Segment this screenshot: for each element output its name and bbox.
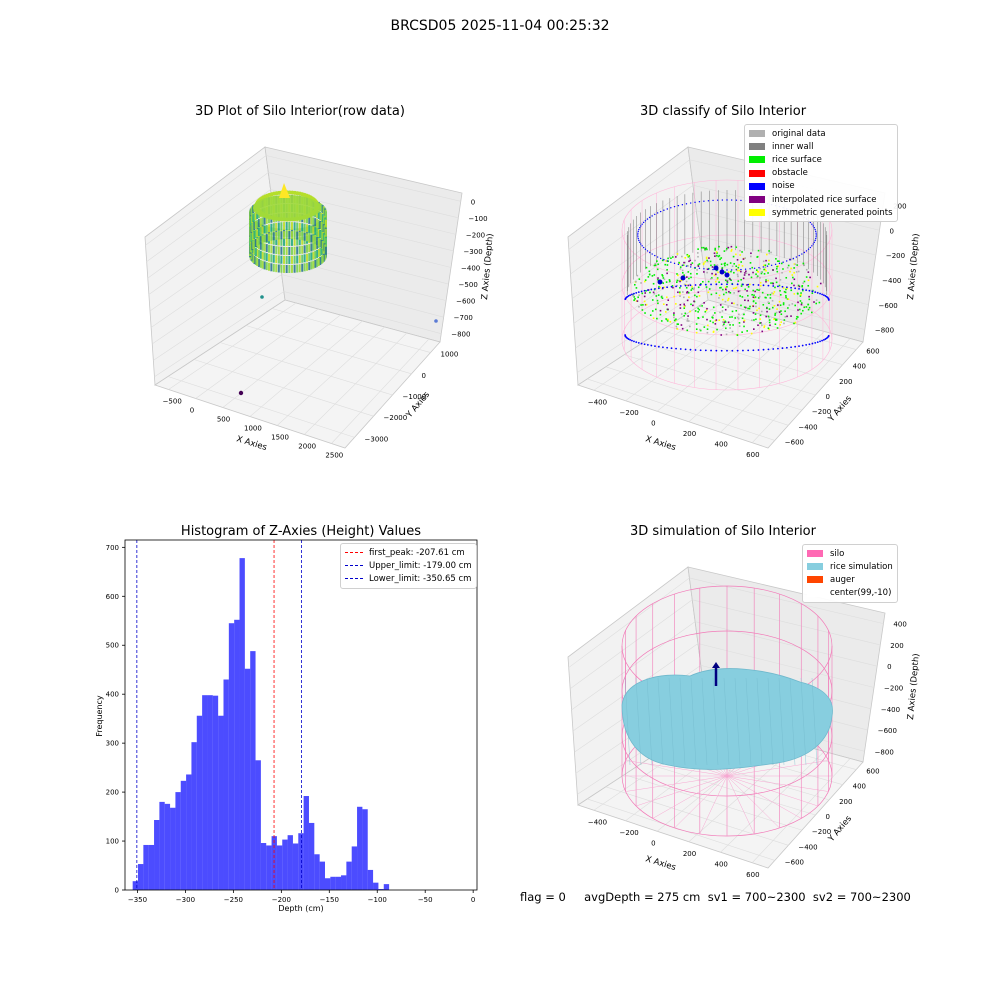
panel4-z-label: Z Axies (Depth) [906, 653, 922, 720]
legend-label: silo [830, 549, 844, 559]
panel4-x-tick: 200 [683, 850, 696, 858]
status-footer: flag = 0 avgDepth = 275 cm sv1 = 700~230… [520, 890, 911, 904]
panel4-x-tick: 0 [651, 839, 655, 847]
panel4-y-tick: 600 [866, 768, 879, 776]
panel4-y-tick: −600 [785, 858, 804, 866]
panel4-x-tick: −400 [588, 818, 607, 826]
panel4-y-tick: 400 [853, 783, 866, 791]
panel4-z-tick: 400 [893, 621, 906, 629]
panel4-x-tick: 400 [715, 860, 728, 868]
panel4-y-tick: −200 [812, 828, 831, 836]
panel4-z-tick: −200 [884, 685, 903, 693]
legend-item: center(99,-10) [807, 587, 893, 600]
legend-item: silo [807, 547, 893, 560]
panel4-z-tick: −600 [878, 727, 897, 735]
legend-swatch [807, 576, 823, 583]
panel4-z-tick: 200 [890, 642, 903, 650]
legend-swatch [807, 550, 823, 557]
legend-label: rice simulation [830, 562, 893, 572]
panel4-x-tick: −200 [620, 829, 639, 837]
panel4-z-tick: −800 [875, 748, 894, 756]
legend-item: auger [807, 573, 893, 586]
panel4-z-tick: 0 [887, 663, 891, 671]
legend-swatch [807, 563, 823, 570]
legend-label: auger [830, 575, 855, 585]
legend-swatch [807, 590, 823, 597]
rice-simulation-surface [622, 669, 833, 770]
panel4-y-tick: 0 [826, 813, 830, 821]
panel4-z-tick: −400 [881, 706, 900, 714]
panel4-x-label: X Axies [644, 854, 677, 873]
legend-item: rice simulation [807, 560, 893, 573]
legend-label: center(99,-10) [830, 588, 891, 598]
panel4-x-tick: 600 [746, 871, 759, 879]
panel4-y-tick: −400 [798, 843, 817, 851]
panel4-y-tick: 200 [839, 798, 852, 806]
panel4-legend: silo rice simulation auger center(99,-10) [802, 544, 898, 603]
